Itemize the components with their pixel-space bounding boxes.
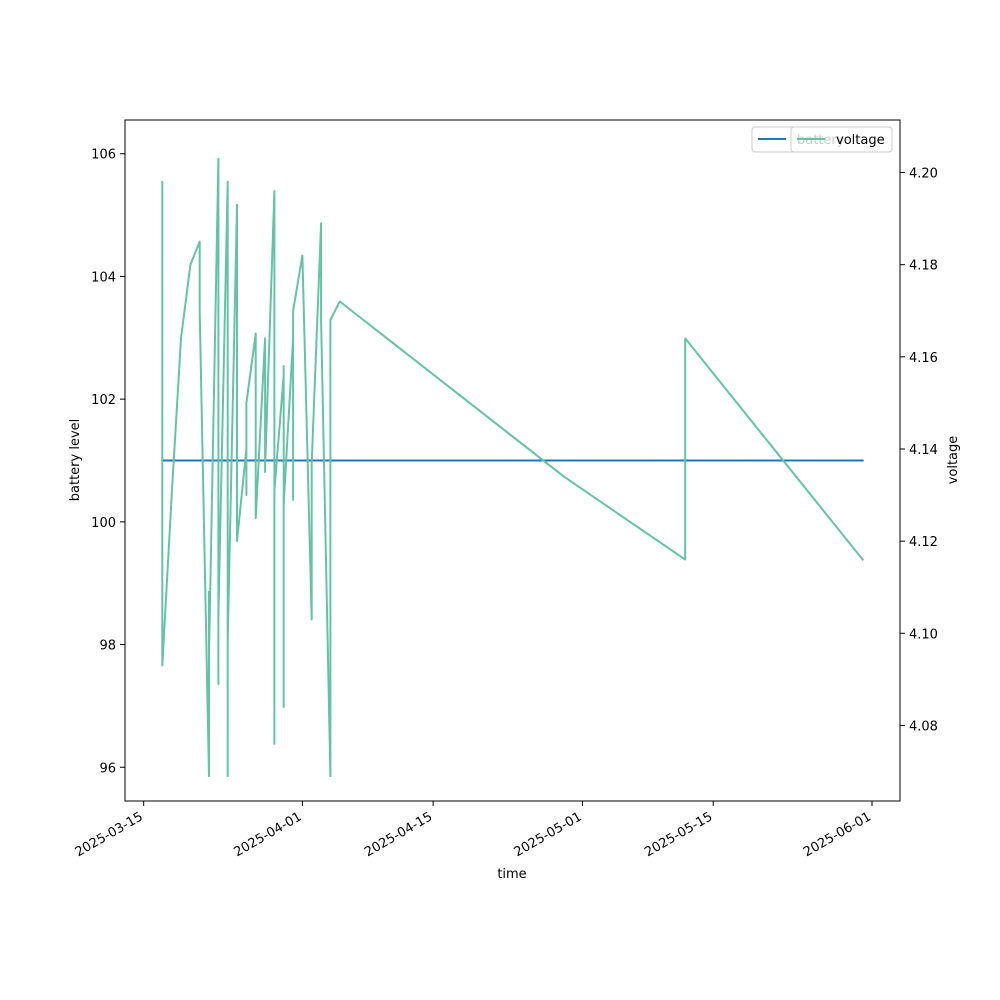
y-axis-right-label: voltage	[946, 436, 961, 485]
series-line-voltage	[161, 157, 865, 778]
legend-voltage-box	[790, 126, 893, 153]
plot-frame	[124, 119, 901, 802]
y-right-tick-label: 4.14	[909, 443, 938, 458]
y-axis-left-label: battery level	[68, 419, 83, 502]
y-right-tick-label: 4.12	[909, 535, 938, 550]
y-right-tick-label: 4.16	[909, 351, 938, 366]
legend-voltage: voltage	[790, 126, 893, 153]
y-right-tick-label: 4.18	[909, 259, 938, 274]
legend-voltage-label: voltage	[836, 133, 885, 148]
y-left-tick-label: 106	[91, 148, 116, 163]
y-left-tick-label: 102	[91, 393, 116, 408]
y-axis-left: 96 98 100 102 104 106	[91, 148, 125, 776]
x-axis-label: time	[497, 867, 526, 882]
y-axis-right: 4.08 4.10 4.12 4.14 4.16 4.18 4.20	[900, 167, 938, 734]
y-right-tick-label: 4.10	[909, 627, 938, 642]
series-layer	[161, 157, 865, 778]
y-left-tick-label: 96	[99, 761, 116, 776]
y-left-tick-label: 100	[91, 516, 116, 531]
y-right-tick-label: 4.08	[909, 719, 938, 734]
y-right-tick-label: 4.20	[909, 167, 938, 182]
y-left-tick-label: 98	[99, 639, 116, 654]
y-left-tick-label: 104	[91, 270, 116, 285]
